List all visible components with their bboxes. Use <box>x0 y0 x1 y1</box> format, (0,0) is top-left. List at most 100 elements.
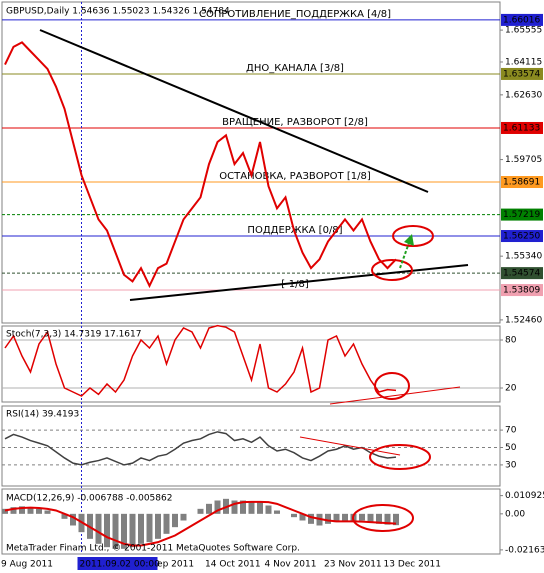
bar <box>265 505 272 514</box>
x-tick-label: 9 Aug 2011 <box>1 560 53 570</box>
level-label: ОСТАНОВКА, РАЗВОРОТ [1/8] <box>219 171 371 182</box>
bar <box>197 508 204 514</box>
bar <box>291 513 297 518</box>
bar <box>61 513 68 519</box>
level-price: 1.61133 <box>503 123 540 133</box>
level-price: 1.63574 <box>503 69 540 79</box>
level-price: 1.53809 <box>503 286 540 296</box>
bar <box>180 513 187 521</box>
bar <box>359 513 365 521</box>
bar <box>2 508 8 514</box>
pane-title: MACD(12,26,9) -0.006788 -0.005862 <box>6 494 172 504</box>
macd-pane <box>1 488 501 555</box>
y-tick-label: 50 <box>505 443 517 453</box>
level-label: [-1/8] <box>281 279 309 290</box>
highlight <box>352 504 414 532</box>
bar <box>308 513 314 524</box>
chart-title: GBPUSD,Daily 1.54636 1.55023 1.54326 1.5… <box>6 7 230 17</box>
level-label: ВРАЩЕНИЕ, РАЗВОРОТ [2/8] <box>222 117 368 128</box>
level-price-box <box>501 13 543 26</box>
bar <box>333 513 340 523</box>
bar <box>214 500 221 514</box>
series-line <box>4 41 397 289</box>
series-line <box>4 324 397 397</box>
highlight <box>392 225 434 247</box>
level-price: 1.66016 <box>503 15 540 25</box>
bar <box>95 513 102 544</box>
bar <box>44 510 51 514</box>
trend-line <box>299 436 401 456</box>
bar <box>10 507 17 514</box>
price-pane <box>1 1 501 324</box>
y-tick-label: 30 <box>505 460 517 470</box>
bar <box>121 513 127 549</box>
level-price: 1.56250 <box>503 232 540 242</box>
x-tick-label: 23 Nov 2011 <box>324 560 382 570</box>
y-tick-label: 1.62630 <box>505 90 542 100</box>
bar <box>299 513 306 521</box>
level-price-box <box>501 284 543 297</box>
level-price: 1.58691 <box>503 178 540 188</box>
level-price: 1.57219 <box>503 210 540 220</box>
y-tick-label: 20 <box>505 384 517 394</box>
bar <box>155 513 161 539</box>
bar <box>19 506 25 514</box>
bar <box>231 500 238 514</box>
y-tick-label: 1.55340 <box>505 252 542 262</box>
bar <box>240 500 246 514</box>
bar <box>257 502 263 514</box>
bar <box>129 513 136 548</box>
pane-title: RSI(14) 39.4193 <box>6 410 79 420</box>
rsi-pane <box>1 405 501 487</box>
bar <box>384 513 391 525</box>
bar <box>104 513 110 548</box>
y-tick-label: 1.52460 <box>505 315 542 325</box>
bar <box>112 513 119 549</box>
y-tick-label: 1.64115 <box>505 57 542 67</box>
highlight <box>369 444 431 470</box>
bar <box>172 513 178 528</box>
bar <box>248 502 255 514</box>
bar <box>27 507 34 514</box>
bar <box>146 513 153 543</box>
bar <box>206 503 212 514</box>
series-line <box>4 500 397 547</box>
crosshair-label: 2011.09.02 00:00 <box>80 560 161 570</box>
highlight <box>374 372 410 400</box>
y-tick-label: -0.02163 <box>505 545 544 555</box>
bar <box>163 513 170 534</box>
y-tick-label: 1.59705 <box>505 155 542 165</box>
x-tick-label: 14 Oct 2011 <box>205 560 261 570</box>
bar <box>138 513 144 544</box>
y-tick-label: 1.65555 <box>505 26 542 36</box>
level-price-box <box>501 176 543 189</box>
bar <box>36 508 42 514</box>
trend-line <box>329 386 461 405</box>
x-tick-label: 4 Nov 2011 <box>265 560 317 570</box>
y-tick-label: 70 <box>505 426 517 436</box>
level-price-box <box>501 267 543 280</box>
level-label: СОПРОТИВЛЕНИЕ_ПОДДЕРЖКА [4/8] <box>199 9 391 20</box>
level-label: ДНО_КАНАЛА [3/8] <box>246 63 344 74</box>
crosshair-box <box>77 557 158 570</box>
y-tick-label: 0.00 <box>505 509 525 519</box>
highlight <box>371 259 413 281</box>
pane-title: Stoch(7,3,3) 14.7319 17.1617 <box>6 330 141 340</box>
stoch-pane <box>1 325 501 403</box>
bar <box>367 513 374 523</box>
level-price: 1.54574 <box>503 269 540 279</box>
bar <box>393 513 399 526</box>
bar <box>70 513 76 526</box>
level-price-box <box>501 208 543 221</box>
level-price-box <box>501 121 543 134</box>
bar <box>325 513 331 524</box>
trend-line <box>39 29 429 193</box>
y-tick-label: 0.010925 <box>505 491 544 501</box>
bar <box>342 513 348 521</box>
bar <box>376 513 382 524</box>
arrow-head <box>404 234 414 246</box>
x-tick-label: 13 Dec 2011 <box>384 560 442 570</box>
